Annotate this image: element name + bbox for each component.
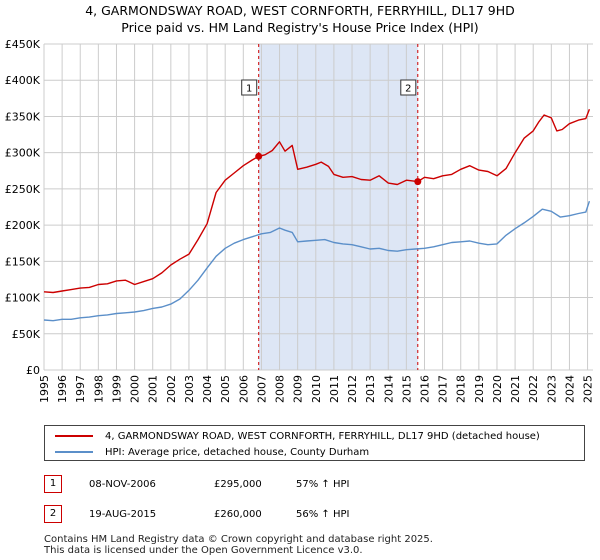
x-tick-label: 1999 [110,375,123,403]
x-tick-label: 2005 [219,375,232,403]
y-tick-label: £450K [5,38,41,51]
footer-line-1: Contains HM Land Registry data © Crown c… [44,534,433,545]
x-tick-label: 2019 [473,375,486,403]
x-tick-label: 2001 [147,375,160,403]
x-tick-label: 2016 [418,375,431,403]
x-tick-label: 2013 [364,375,377,403]
x-tick-label: 2024 [563,375,576,403]
y-tick-label: £0 [26,364,40,377]
x-tick-label: 2004 [201,375,214,403]
x-tick-label: 2018 [455,375,468,403]
y-tick-label: £200K [5,219,41,232]
x-tick-label: 2014 [382,375,395,403]
transaction-hpi: 56% ↑ HPI [296,509,350,520]
transaction-row: 2 19-AUG-2015 £260,000 56% ↑ HPI [44,505,444,523]
x-tick-label: 1998 [92,375,105,403]
legend-property-label: 4, GARMONDSWAY ROAD, WEST CORNFORTH, FER… [105,431,540,442]
y-tick-label: £350K [5,110,41,123]
x-tick-label: 2006 [237,375,250,403]
x-tick-label: 1997 [74,375,87,403]
y-tick-label: £400K [5,74,41,87]
footer-line-2: This data is licensed under the Open Gov… [44,545,363,556]
x-tick-label: 2003 [183,375,196,403]
transaction-price: £260,000 [214,509,262,520]
footer: Contains HM Land Registry data © Crown c… [44,534,433,556]
chart-subtitle-line: Price paid vs. HM Land Registry's House … [121,20,479,35]
legend-hpi-label: HPI: Average price, detached house, Coun… [105,447,370,458]
price-chart: £0 £50K £100K £150K £200K £250K £300K £350K £400… [5,38,595,403]
x-tick-label: 2009 [292,375,305,403]
transaction-date: 19-AUG-2015 [89,509,157,520]
transaction-badge: 2 [44,505,62,523]
legend-property-swatch [55,435,93,437]
y-tick-label: £100K [5,292,41,305]
y-tick-label: £50K [12,328,41,341]
annotation-box [400,79,417,96]
x-tick-label: 2021 [509,375,522,403]
transaction-row: 1 08-NOV-2006 £295,000 57% ↑ HPI [44,475,444,493]
transaction-date: 08-NOV-2006 [89,479,156,490]
x-tick-label: 2010 [310,375,323,403]
chart-title-line: 4, GARMONDSWAY ROAD, WEST CORNFORTH, FER… [85,3,515,18]
annotation-box [241,79,258,96]
x-tick-label: 2000 [129,375,142,403]
x-tick-label: 2012 [346,375,359,403]
sale-point-marker [255,152,263,160]
x-tick-label: 2011 [328,375,341,403]
x-tick-label: 2002 [165,375,178,403]
x-tick-label: 2008 [274,375,287,403]
x-tick-label: 2025 [582,375,595,403]
property-series-line [43,108,591,294]
hpi-series-line [43,200,591,322]
sale-point-marker [414,178,422,186]
x-tick-label: 1996 [56,375,69,403]
legend-hpi: HPI: Average price, detached house, Coun… [55,447,369,459]
x-tick-label: 2022 [527,375,540,403]
x-tick-label: 2017 [437,375,450,403]
transaction-badge: 1 [44,475,62,493]
legend: 4, GARMONDSWAY ROAD, WEST CORNFORTH, FER… [44,425,585,461]
y-tick-label: £300K [5,147,41,160]
transaction-price: £295,000 [214,479,262,490]
annotation-label: 1 [246,84,252,95]
shaded-region [258,44,418,370]
y-tick-label: £150K [5,255,41,268]
transaction-hpi: 57% ↑ HPI [296,479,350,490]
x-tick-label: 2015 [400,375,413,403]
y-tick-label: £250K [5,183,41,196]
x-tick-label: 2023 [545,375,558,403]
chart-title: 4, GARMONDSWAY ROAD, WEST CORNFORTH, FER… [0,2,600,36]
x-tick-label: 2007 [255,375,268,403]
legend-hpi-swatch [55,451,93,453]
x-tick-label: 1995 [38,375,51,403]
legend-property: 4, GARMONDSWAY ROAD, WEST CORNFORTH, FER… [55,431,540,443]
annotation-label: 2 [405,84,411,95]
x-tick-label: 2020 [491,375,504,403]
